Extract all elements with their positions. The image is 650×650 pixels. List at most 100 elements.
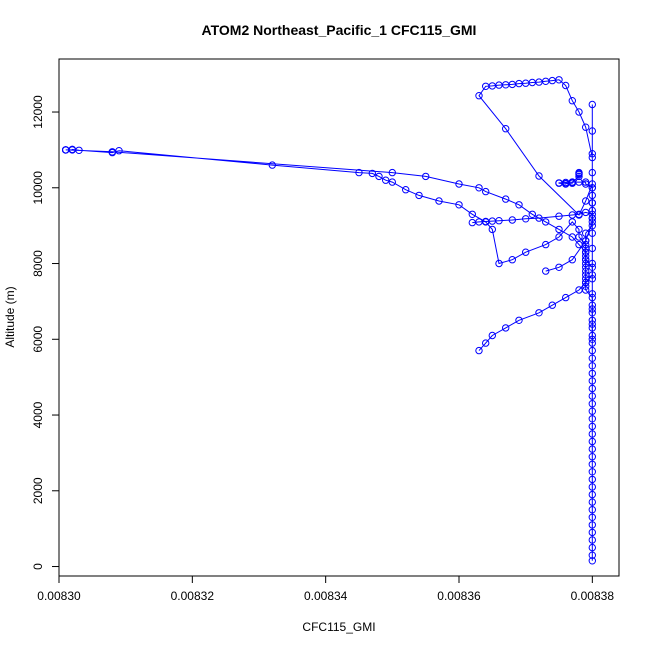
data-point	[575, 170, 583, 179]
data-point	[475, 92, 483, 100]
x-tick-label: 0.00834	[304, 589, 348, 603]
data-point	[588, 392, 596, 400]
data-point	[588, 557, 596, 565]
data-point	[588, 407, 596, 415]
data-point	[588, 445, 596, 453]
data-point	[502, 324, 510, 332]
data-point	[582, 275, 590, 283]
data-point	[508, 216, 516, 224]
data-point	[555, 225, 563, 234]
data-point	[568, 97, 576, 105]
data-point	[588, 490, 596, 499]
data-point	[588, 191, 596, 200]
data-point	[582, 282, 590, 290]
data-point	[588, 536, 596, 544]
data-point	[475, 184, 483, 192]
data-point	[588, 422, 596, 431]
series-line	[65, 148, 593, 561]
data-point	[588, 498, 596, 506]
data-point	[488, 225, 496, 234]
data-point	[582, 180, 590, 188]
x-axis: 0.00830 0.00832 0.00834 0.00836 0.00838	[37, 575, 615, 603]
data-point	[388, 168, 396, 177]
data-point	[582, 123, 590, 131]
data-point	[555, 263, 563, 271]
data-point	[588, 210, 596, 219]
data-point	[535, 309, 543, 317]
series-line	[558, 172, 593, 287]
x-tick-label: 0.00838	[571, 589, 615, 603]
data-point	[575, 225, 583, 234]
y-axis: 0 2000 4000 6000 8000 10000 12000	[31, 95, 60, 570]
y-tick-label: 6000	[31, 326, 45, 353]
data-point	[588, 218, 596, 226]
data-point	[588, 150, 596, 158]
data-point	[482, 82, 490, 91]
data-point	[582, 237, 590, 245]
data-point	[588, 305, 596, 313]
data-point	[468, 210, 476, 219]
data-point	[468, 218, 476, 227]
data-point	[588, 153, 596, 162]
data-point	[588, 551, 596, 559]
data-point	[588, 543, 596, 552]
data-point	[588, 415, 596, 423]
data-point	[548, 301, 556, 309]
y-tick-label: 10000	[31, 171, 45, 205]
data-point	[542, 218, 550, 226]
data-point	[502, 125, 510, 133]
data-point	[382, 176, 390, 184]
data-point	[575, 172, 583, 181]
data-point	[535, 214, 543, 222]
data-point	[555, 212, 563, 220]
y-axis-label: Altitude (m)	[3, 286, 17, 347]
data-point	[582, 267, 590, 275]
data-point	[375, 172, 383, 181]
data-point	[482, 339, 490, 347]
data-point	[522, 215, 530, 223]
data-point	[575, 286, 583, 294]
data-point	[562, 293, 570, 302]
data-point	[582, 244, 590, 253]
data-point	[588, 521, 596, 529]
chart-title: ATOM2 Northeast_Pacific_1 CFC115_GMI	[202, 22, 477, 38]
data-point	[582, 252, 590, 260]
data-point	[542, 267, 550, 275]
data-point	[562, 81, 570, 90]
data-point	[588, 290, 596, 298]
series-line	[478, 79, 593, 340]
data-point	[542, 240, 550, 249]
data-point	[482, 187, 490, 196]
data-point	[61, 146, 70, 154]
y-tick-label: 4000	[31, 401, 45, 428]
data-point	[582, 197, 590, 205]
data-point	[588, 168, 596, 177]
x-tick-label: 0.00830	[37, 589, 81, 603]
data-point	[568, 211, 576, 219]
data-point	[588, 206, 596, 215]
data-point	[415, 191, 423, 200]
y-tick-label: 8000	[31, 250, 45, 277]
data-point	[522, 248, 530, 256]
data-point	[455, 180, 463, 188]
data-point	[535, 172, 543, 180]
data-point	[108, 148, 117, 156]
data-point	[515, 316, 523, 324]
data-point	[588, 400, 596, 408]
data-point	[355, 168, 363, 177]
data-point	[582, 259, 590, 268]
data-point	[588, 339, 596, 347]
data-point	[502, 195, 510, 203]
data-point	[588, 475, 596, 484]
data-point	[588, 377, 596, 385]
data-point	[582, 229, 590, 237]
y-tick-label: 0	[31, 563, 45, 570]
data-point	[588, 127, 596, 135]
data-point	[568, 256, 576, 264]
data-point	[388, 178, 396, 186]
data-point	[508, 256, 516, 264]
data-point	[402, 186, 410, 194]
x-tick-label: 0.00832	[171, 589, 215, 603]
data-point	[588, 460, 596, 468]
